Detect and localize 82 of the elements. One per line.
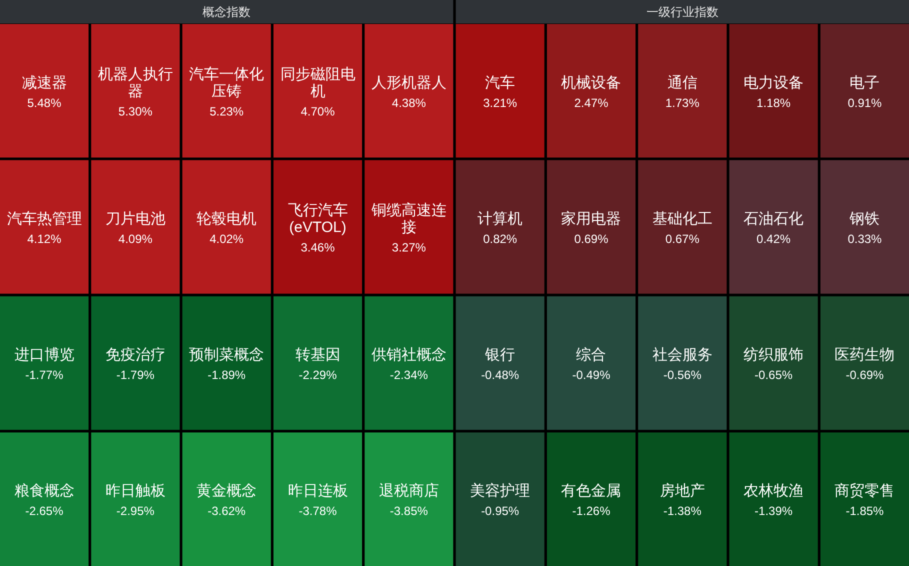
data-label: -1.79% [116,368,155,382]
data-label: 0.69% [574,232,609,246]
category-label: 飞行汽车(eVTOL) [288,202,348,236]
category-label: 进口博览 [14,346,74,364]
data-label: -3.78% [298,504,338,518]
data-label: 0.33% [848,232,882,246]
category-label: 轮毂电机 [196,210,257,228]
category-label: 通信 [667,74,698,92]
category-label: 昨日触板 [105,482,166,500]
data-label: -1.38% [663,504,702,518]
data-label: -0.48% [481,368,520,382]
data-label: -0.56% [663,368,702,382]
data-label: -2.34% [390,368,428,382]
data-label: -3.62% [208,504,246,518]
data-label: 1.18% [756,96,791,110]
data-label: -1.26% [572,504,611,518]
data-label: 3.46% [300,240,336,254]
data-label: 4.38% [392,96,426,110]
data-label: 0.67% [665,232,700,246]
category-label: 钢铁 [848,210,880,228]
category-label: 刀片电池 [105,210,166,228]
category-label: 机械设备 [561,74,622,92]
category-label: 退税商店 [378,482,439,500]
category-label: 美容护理 [470,482,530,500]
category-label: 免疫治疗 [105,346,166,364]
category-label: 转基因 [295,346,340,364]
text: 概念指数 [202,4,251,19]
data-label: 5.30% [118,104,153,118]
data-label: -1.85% [846,504,884,518]
category-label: 银行 [484,346,516,364]
data-label: -0.95% [481,504,520,518]
data-label: -0.49% [572,368,611,382]
category-label: 有色金属 [561,482,622,500]
category-label: 纺织服饰 [744,346,804,364]
data-label: -2.95% [116,504,155,518]
data-label: 0.91% [848,96,882,110]
category-label: 机器人执行器 [98,66,173,100]
data-label: -2.65% [25,504,64,518]
category-label: 石油石化 [744,210,804,228]
category-label: 基础化工 [652,210,712,228]
category-label: 供销社概念 [371,346,446,364]
category-label: 社会服务 [652,346,712,364]
data-label: 2.47% [574,96,609,110]
data-label: 0.82% [483,232,518,246]
text: 一级行业指数 [646,4,718,19]
category-label: 黄金概念 [196,482,257,500]
data-label: -1.39% [754,504,793,518]
data-label: -3.85% [390,504,428,518]
data-label: 5.48% [27,96,62,110]
data-label: 0.42% [756,232,791,246]
category-label: 农林牧渔 [744,482,804,500]
category-label: 减速器 [22,74,67,92]
data-label: 4.70% [300,104,336,118]
category-label: 粮食概念 [14,482,74,500]
data-label: -1.89% [208,368,246,382]
data-label: -2.29% [298,368,338,382]
category-label: 预制菜概念 [189,346,264,364]
data-label: 4.02% [210,232,244,246]
category-label: 计算机 [478,210,523,228]
category-label: 昨日连板 [288,482,348,500]
data-label: -1.77% [25,368,64,382]
data-label: -0.65% [754,368,793,382]
data-label: 4.12% [27,232,62,246]
data-label: -0.69% [846,368,884,382]
category-label: 电子 [850,74,880,92]
category-label: 汽车 [485,74,516,92]
data-label: 3.21% [483,96,518,110]
data-label: 5.23% [210,104,244,118]
data-label: 1.73% [665,96,700,110]
category-label: 铜缆高速连接 [370,202,446,236]
data-label: 3.27% [392,240,426,254]
category-label: 房地产 [660,482,705,500]
data-label: 4.09% [118,232,153,246]
category-label: 汽车一体化压铸 [189,66,264,100]
category-label: 医药生物 [834,346,895,364]
category-label: 家用电器 [561,210,622,228]
category-label: 电力设备 [744,74,804,92]
category-label: 同步磁阻电机 [280,66,356,100]
category-label: 人形机器人 [371,74,446,92]
category-label: 商贸零售 [834,482,895,500]
category-label: 汽车热管理 [6,210,82,228]
category-label: 综合 [576,346,606,364]
